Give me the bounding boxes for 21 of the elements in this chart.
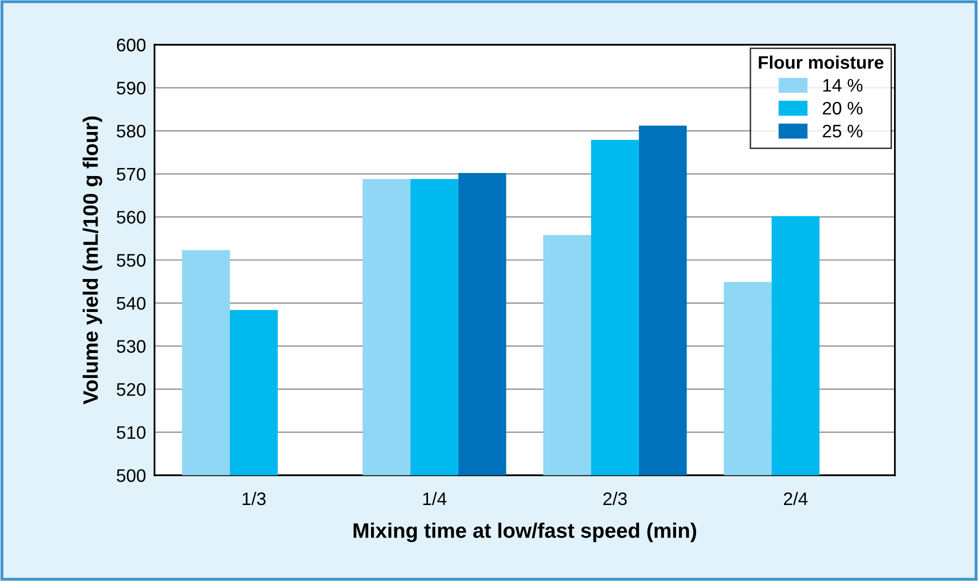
- y-tick-label: 520: [116, 383, 146, 396]
- y-tick-label: 540: [116, 296, 146, 310]
- x-axis-title: Mixing time at low/fast speed (min): [354, 522, 696, 542]
- y-axis-title: Volume yield (mL/100 g flour): [82, 116, 102, 404]
- y-tick-label: 600: [116, 38, 146, 52]
- y-tick-label: 570: [116, 168, 146, 181]
- y-tick-label: 590: [116, 82, 146, 95]
- x-tick-label: 1/4: [423, 492, 446, 506]
- legend-label: 20 %: [822, 102, 862, 115]
- y-tick-label: 560: [116, 210, 146, 224]
- x-tick-label: 2/3: [603, 492, 627, 506]
- x-tick-label: 1/3: [242, 492, 266, 506]
- y-tick-label: 530: [116, 340, 146, 353]
- x-tick-label: 2/4: [784, 492, 808, 506]
- y-tick-label: 510: [116, 426, 146, 439]
- y-tick-label: 580: [116, 124, 146, 138]
- legend-label: 14 %: [823, 79, 862, 92]
- y-tick-label: 550: [116, 254, 146, 267]
- legend-title: Flour moisture: [758, 56, 884, 69]
- legend-label: 25 %: [822, 124, 862, 138]
- y-tick-label: 500: [116, 469, 146, 482]
